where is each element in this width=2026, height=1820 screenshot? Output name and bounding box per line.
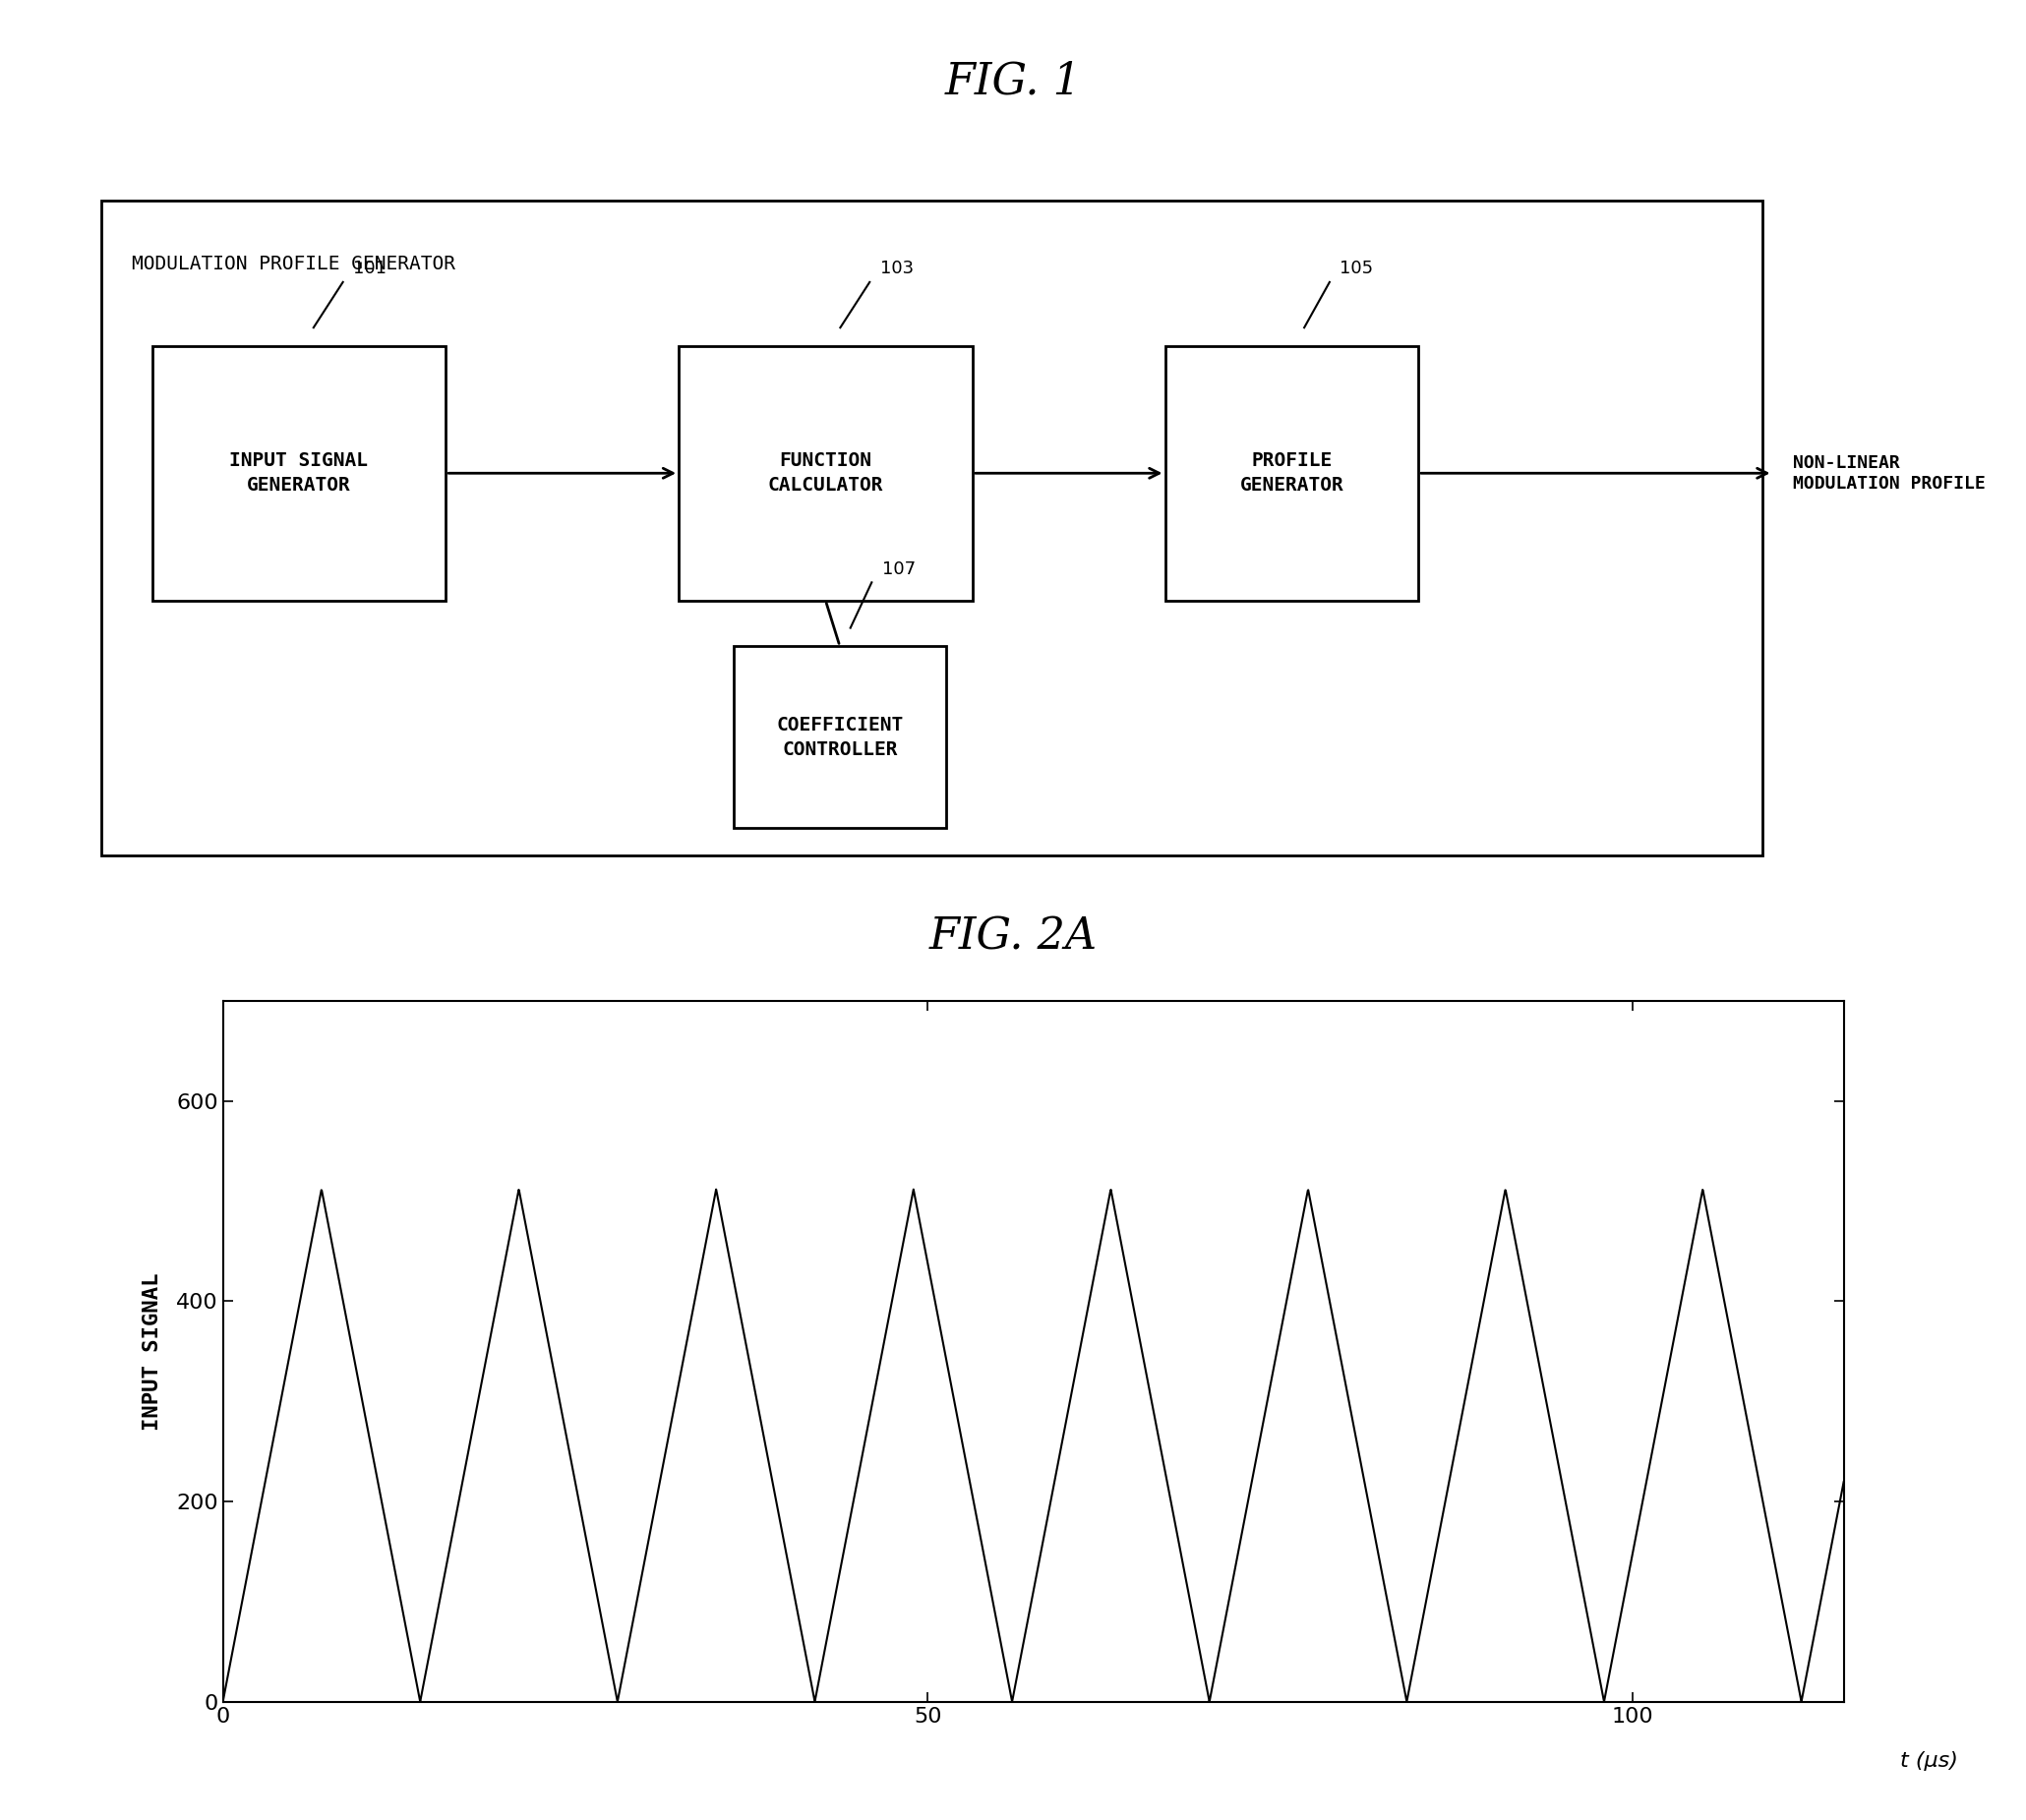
Text: 101: 101 (353, 260, 387, 277)
Bar (733, 646, 946, 828)
Bar (679, 346, 972, 601)
Bar (152, 346, 446, 601)
Y-axis label: INPUT SIGNAL: INPUT SIGNAL (142, 1272, 162, 1431)
Text: FIG. 1: FIG. 1 (944, 60, 1082, 104)
Text: t (μs): t (μs) (1900, 1751, 1959, 1771)
Text: 105: 105 (1339, 260, 1374, 277)
Bar (1165, 346, 1418, 601)
Text: PROFILE
GENERATOR: PROFILE GENERATOR (1240, 451, 1343, 495)
Text: MODULATION PROFILE GENERATOR: MODULATION PROFILE GENERATOR (132, 255, 456, 273)
Text: FIG. 2A: FIG. 2A (928, 915, 1098, 959)
Text: 107: 107 (881, 561, 916, 579)
Text: 103: 103 (879, 260, 914, 277)
Text: NON-LINEAR
MODULATION PROFILE: NON-LINEAR MODULATION PROFILE (1793, 455, 1985, 491)
Text: FUNCTION
CALCULATOR: FUNCTION CALCULATOR (768, 451, 883, 495)
Bar (101, 200, 1763, 855)
Text: COEFFICIENT
CONTROLLER: COEFFICIENT CONTROLLER (776, 715, 904, 759)
Text: INPUT SIGNAL
GENERATOR: INPUT SIGNAL GENERATOR (229, 451, 369, 495)
